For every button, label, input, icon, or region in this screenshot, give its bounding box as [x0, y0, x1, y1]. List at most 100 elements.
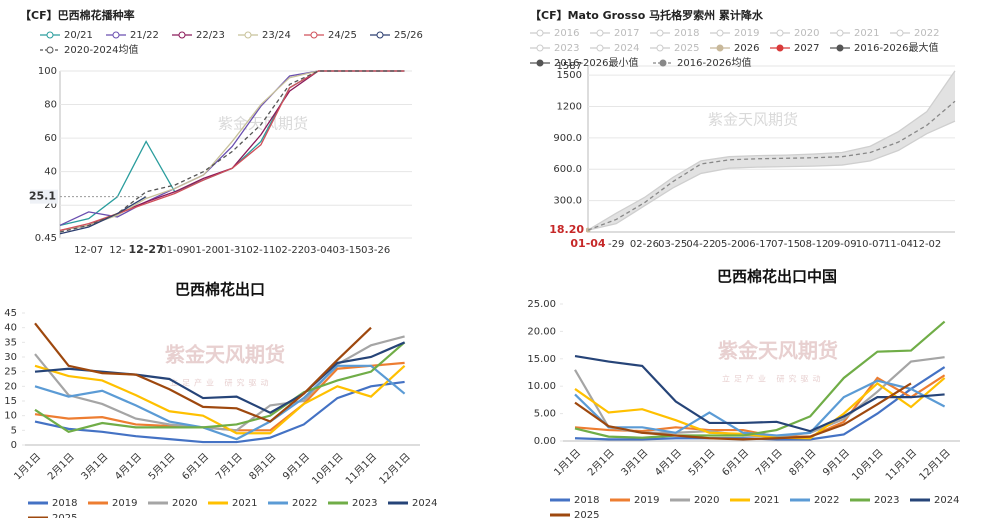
legend-marker: [776, 44, 784, 52]
watermark: 紫金天风期货: [165, 343, 285, 367]
x-tick-label: 03-25: [658, 239, 687, 250]
legend-marker: [716, 29, 724, 37]
x-tick-label: 02-11: [246, 245, 275, 256]
x-tick-label: 1月1日: [552, 447, 584, 479]
y-tick-label: 1587: [557, 61, 582, 72]
x-tick-label: 8月1日: [787, 447, 819, 479]
y-tick-label: 25: [4, 367, 17, 378]
y-tick-label: 45: [4, 308, 17, 319]
x-tick-label: 5月1日: [146, 451, 178, 483]
legend-label: 24/25: [328, 30, 357, 41]
y-tick-label: 20.00: [527, 326, 556, 337]
x-tick-label: 12-07: [74, 245, 103, 256]
series-line: [34, 364, 406, 441]
legend-label: 2018: [52, 498, 77, 509]
x-tick-label: 2月1日: [585, 447, 617, 479]
series-line: [59, 70, 405, 226]
x-tick-label: 06-17: [743, 239, 772, 250]
x-tick-label: 03-15: [332, 245, 361, 256]
y-tick-label: 25.00: [527, 299, 556, 310]
x-tick-label: 4月1日: [112, 451, 144, 483]
x-tick-label: -29: [608, 239, 624, 250]
legend-marker: [536, 29, 544, 37]
x-tick-label: 7月1日: [753, 447, 785, 479]
legend-label: 2019: [734, 28, 759, 39]
x-tick-label: 02-22: [275, 245, 304, 256]
x-tick-label: 4月1日: [652, 447, 684, 479]
y-tick-label: 900.0: [553, 133, 582, 144]
x-tick-label: 08-12: [799, 239, 828, 250]
legend-label: 2021: [854, 28, 879, 39]
x-tick-label: 04-22: [686, 239, 715, 250]
watermark: 紫金天风期货: [218, 115, 308, 133]
x-tick-label: 1月1日: [12, 451, 44, 483]
series-line: [34, 322, 372, 423]
y-tick-label: 0.00: [534, 436, 556, 447]
legend-label: 2025: [674, 43, 699, 54]
legend-label: 2021: [232, 498, 257, 509]
series-line: [587, 70, 956, 231]
legend-label: 2023: [874, 495, 899, 506]
series-line: [34, 341, 406, 433]
y-tick-label: 20: [4, 381, 17, 392]
x-tick-label: 12-02: [912, 239, 941, 250]
legend-marker: [896, 29, 904, 37]
x-tick-label: 9月1日: [280, 451, 312, 483]
legend-label: 2018: [674, 28, 699, 39]
x-tick-label: 9月1日: [820, 447, 852, 479]
legend-label: 21/22: [130, 30, 159, 41]
range-band: [588, 70, 955, 231]
x-tick-label: 10月1日: [310, 451, 346, 487]
x-tick-label: 01-04: [570, 237, 606, 250]
x-tick-label: 5月1日: [686, 447, 718, 479]
y-tick-label: 40: [4, 323, 17, 334]
series-line: [574, 354, 945, 433]
watermark: 紫金天风期货: [708, 111, 798, 129]
x-tick-label: 03-26: [361, 245, 390, 256]
y-tick-label: 15.00: [527, 354, 556, 365]
legend-label: 22/23: [196, 30, 225, 41]
x-tick-label: 10-07: [856, 239, 885, 250]
crosshair-label-bg: [558, 223, 586, 238]
x-tick-label: 3月1日: [79, 451, 111, 483]
y-tick-label: 1200: [557, 101, 582, 112]
x-tick-label: 12月1日: [377, 451, 413, 487]
legend-label: 2020-2024均值: [64, 43, 139, 56]
legend-marker: [376, 31, 384, 39]
watermark: 立足产业 研究驱动: [722, 374, 825, 384]
series-line: [574, 377, 946, 440]
legend-label: 2016-2026最大值: [854, 41, 939, 54]
series-line: [59, 70, 405, 232]
y-tick-label: 100: [38, 66, 57, 77]
x-tick-label: 02-26: [630, 239, 659, 250]
y-tick-label: 5.00: [534, 409, 556, 420]
legend-marker: [536, 44, 544, 52]
watermark: 立足产业 研究驱动: [170, 378, 273, 388]
legend-label: 2020: [694, 495, 719, 506]
x-tick-label: 12月1日: [917, 447, 953, 483]
legend-marker: [776, 29, 784, 37]
series-line: [59, 70, 405, 233]
legend-label: 2026: [734, 43, 759, 54]
legend-label: 2022: [292, 498, 317, 509]
legend-label: 2024: [934, 495, 959, 506]
y-tick-label: 40: [44, 167, 57, 178]
series-line: [574, 379, 946, 437]
crosshair-label-bg: [30, 189, 58, 204]
legend-marker: [244, 31, 252, 39]
x-tick-label: 09-09: [828, 239, 857, 250]
x-tick-label: 11月1日: [343, 451, 379, 487]
legend-marker: [596, 44, 604, 52]
series-line: [587, 120, 956, 231]
x-tick-label: 6月1日: [720, 447, 752, 479]
y-tick-label: 35: [4, 337, 17, 348]
legend-marker: [112, 31, 120, 39]
series-line: [574, 320, 946, 439]
legend-label: 2022: [814, 495, 839, 506]
legend-label: 2016-2026最小值: [554, 56, 639, 69]
chart-title: 巴西棉花出口: [175, 281, 265, 299]
series-line: [59, 70, 405, 231]
chart-title: 巴西棉花出口中国: [717, 268, 837, 286]
crosshair-label: 18.20: [549, 223, 584, 236]
